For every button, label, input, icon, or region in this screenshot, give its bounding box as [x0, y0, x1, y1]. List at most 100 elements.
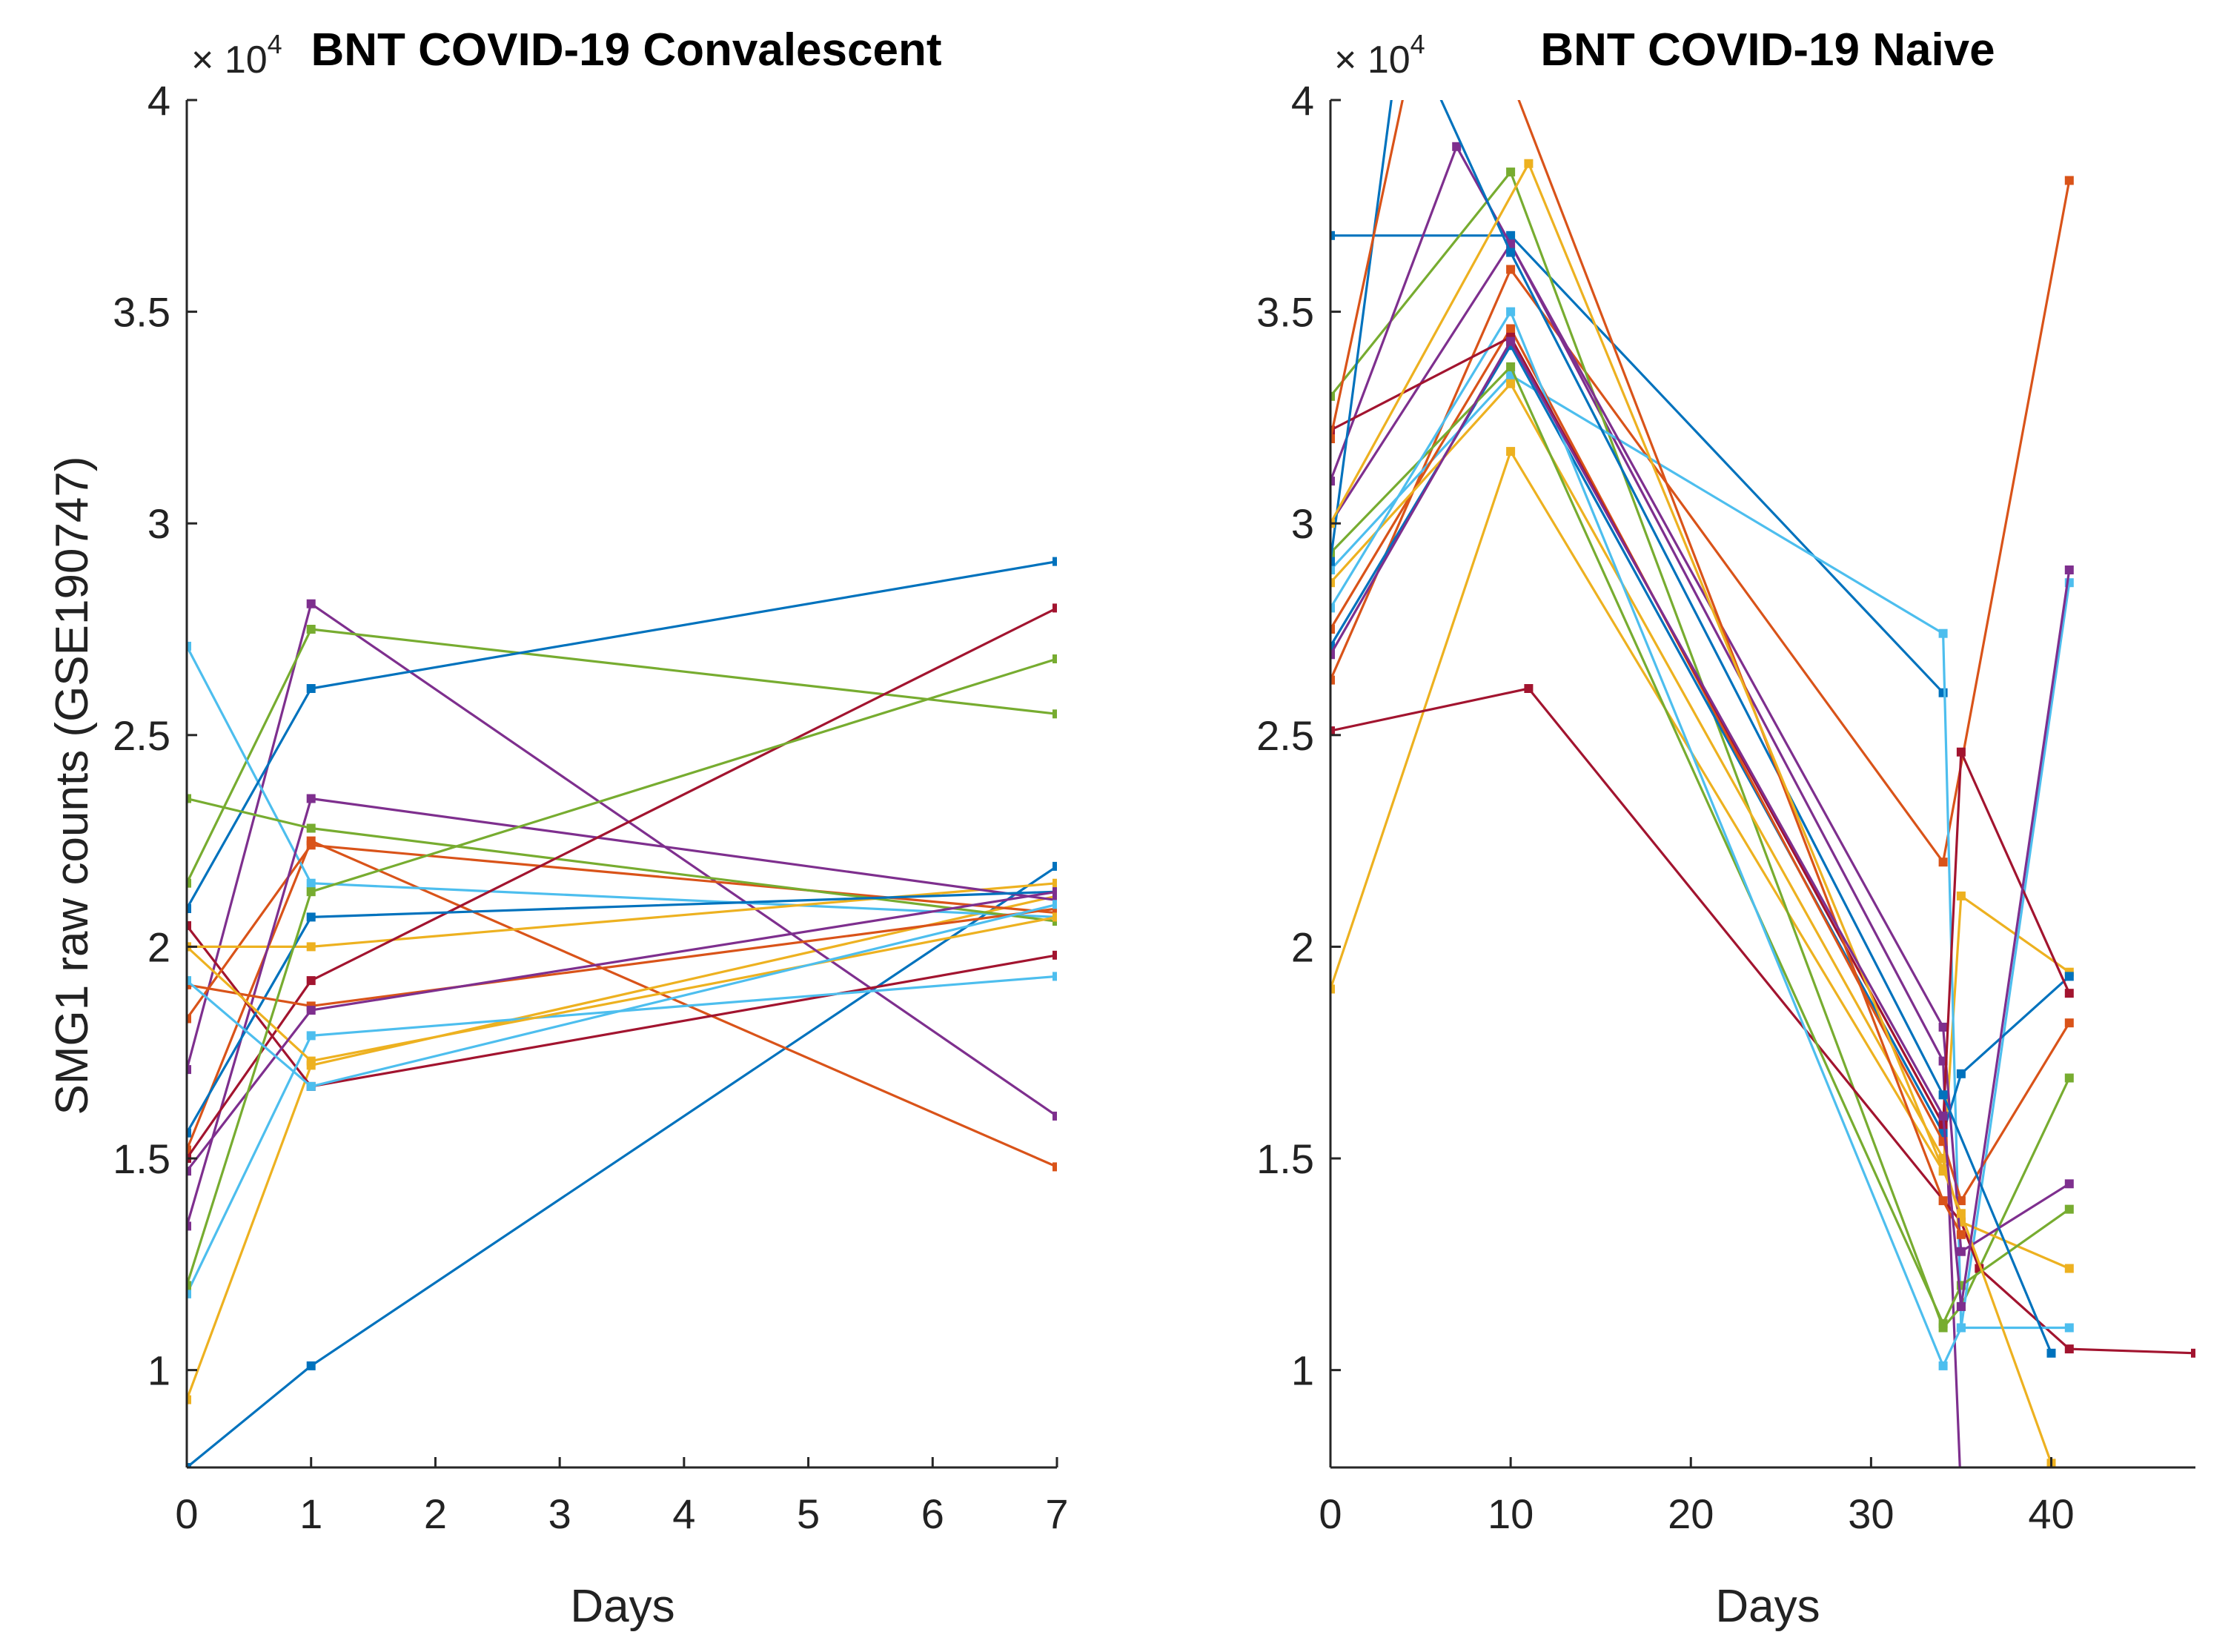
data-point-n6 [1938, 628, 1948, 638]
chart-naive: BNT COVID-19 Naive × 104 Days 1 1.5 2 2.5 3 3… [1256, 11, 2195, 1632]
data-point-n7 [1524, 684, 1534, 693]
data-point-n16 [1956, 1230, 1966, 1239]
data-point-n2 [2064, 176, 2074, 185]
y-tick-label: 2.5 [1256, 712, 1314, 759]
data-point-s2 [187, 1145, 191, 1155]
data-point-s19 [187, 1281, 191, 1290]
x-tick-label: 0 [1319, 1490, 1342, 1537]
data-point-s7 [187, 920, 191, 930]
data-point-s11 [187, 1221, 191, 1231]
x-tick-label: 3 [548, 1490, 571, 1537]
chart-title: BNT COVID-19 Convalescent [311, 24, 942, 76]
data-point-s4 [306, 599, 316, 608]
y-tick-label: 2.5 [113, 712, 170, 759]
data-point-s20 [306, 1081, 316, 1091]
data-point-n10 [1506, 379, 1516, 388]
data-point-n11 [1452, 142, 1462, 151]
data-point-s13 [306, 1031, 316, 1041]
series-line-s9 [187, 843, 1057, 1020]
y-tick-label: 2 [147, 923, 170, 970]
x-tick-label: 10 [1488, 1490, 1534, 1537]
y-axis-label: SMG1 raw counts (GSE190747) [47, 456, 98, 1115]
data-point-n15 [1398, 11, 1407, 20]
data-point-s20 [1052, 900, 1057, 909]
data-point-s14 [1052, 603, 1057, 613]
data-point-n9 [1506, 324, 1516, 334]
series-line-s19 [187, 657, 1057, 1286]
data-point-n4 [1957, 1493, 1966, 1502]
y-tick-label: 3.5 [113, 289, 170, 336]
data-point-n14 [2064, 989, 2074, 998]
data-point-s10 [306, 942, 316, 952]
data-point-s18 [187, 1167, 191, 1176]
series-line-s11 [187, 797, 1057, 1227]
data-point-n8 [2064, 972, 2074, 981]
data-point-s19 [1052, 654, 1057, 663]
data-point-n18 [1330, 650, 1335, 660]
data-point-n9 [2064, 1018, 2074, 1028]
data-point-n15 [1938, 1090, 1948, 1100]
data-point-n3 [1506, 447, 1516, 457]
y-tick-label: 3 [147, 500, 170, 547]
data-point-n11 [1956, 1247, 1966, 1256]
data-point-s18 [306, 1006, 316, 1015]
data-point-n7 [1330, 726, 1335, 736]
data-point-n16 [1506, 74, 1515, 83]
data-point-n7 [2191, 1348, 2195, 1358]
series-group [1330, 11, 2195, 1502]
data-point-s5 [306, 625, 316, 634]
data-point-s1 [187, 1463, 191, 1467]
data-point-s2 [1052, 1162, 1057, 1172]
data-point-n1 [1330, 230, 1335, 240]
data-point-n5 [1330, 391, 1335, 401]
data-point-s12 [306, 823, 316, 833]
data-point-n6 [1330, 565, 1335, 574]
data-point-n14 [1956, 747, 1966, 757]
data-point-n15 [1506, 248, 1516, 257]
y-axis-multiplier: × 104 [191, 29, 282, 82]
data-point-n5 [1506, 167, 1516, 177]
x-tick-label: 40 [2028, 1490, 2074, 1537]
data-point-s7 [1052, 950, 1057, 960]
data-point-n15 [1330, 557, 1335, 566]
chart-convalescent: BNT COVID-19 Convalescent × 104 SMG1 raw… [47, 24, 1069, 1632]
data-point-n3 [1330, 984, 1335, 994]
data-point-n18 [1506, 336, 1516, 346]
series-line-s1 [187, 865, 1057, 1467]
data-point-n8 [1330, 641, 1335, 651]
y-tick-label: 4 [1291, 77, 1314, 124]
data-point-n10 [1330, 578, 1335, 588]
data-point-n13 [1506, 307, 1516, 316]
data-point-s10 [1052, 878, 1057, 888]
series-line-s16 [187, 907, 1057, 1008]
data-point-s12 [187, 794, 191, 803]
x-tick-label: 7 [1045, 1490, 1068, 1537]
data-point-s9 [306, 840, 316, 850]
series-line-n14 [1330, 336, 2071, 1126]
y-tick-label: 2 [1291, 923, 1314, 970]
series-line-n1 [1330, 234, 1944, 694]
series-line-s3 [187, 895, 1057, 1401]
data-point-s9 [187, 1014, 191, 1024]
x-axis-label: Days [570, 1581, 674, 1632]
x-tick-label: 4 [672, 1490, 695, 1537]
data-point-n18 [1938, 1111, 1948, 1121]
x-tick-label: 20 [1668, 1490, 1714, 1537]
series-group [187, 557, 1057, 1467]
data-point-n7 [2064, 1344, 2074, 1354]
data-point-n13 [1330, 603, 1335, 613]
data-point-n10 [2064, 1264, 2074, 1273]
data-point-n13 [1956, 1323, 1966, 1333]
series-line-n17 [1330, 162, 2053, 1464]
data-point-n17 [1524, 159, 1534, 168]
data-point-n1 [1506, 230, 1516, 240]
data-point-n12 [1506, 362, 1516, 371]
data-point-n13 [2064, 1323, 2074, 1333]
data-point-s8 [306, 684, 316, 693]
data-point-s14 [306, 976, 316, 986]
series-line-s13 [187, 975, 1057, 1295]
x-tick-label: 30 [1848, 1490, 1894, 1537]
x-tick-label: 6 [921, 1490, 944, 1537]
data-point-n18 [1956, 1301, 1966, 1311]
data-point-s13 [1052, 972, 1057, 981]
